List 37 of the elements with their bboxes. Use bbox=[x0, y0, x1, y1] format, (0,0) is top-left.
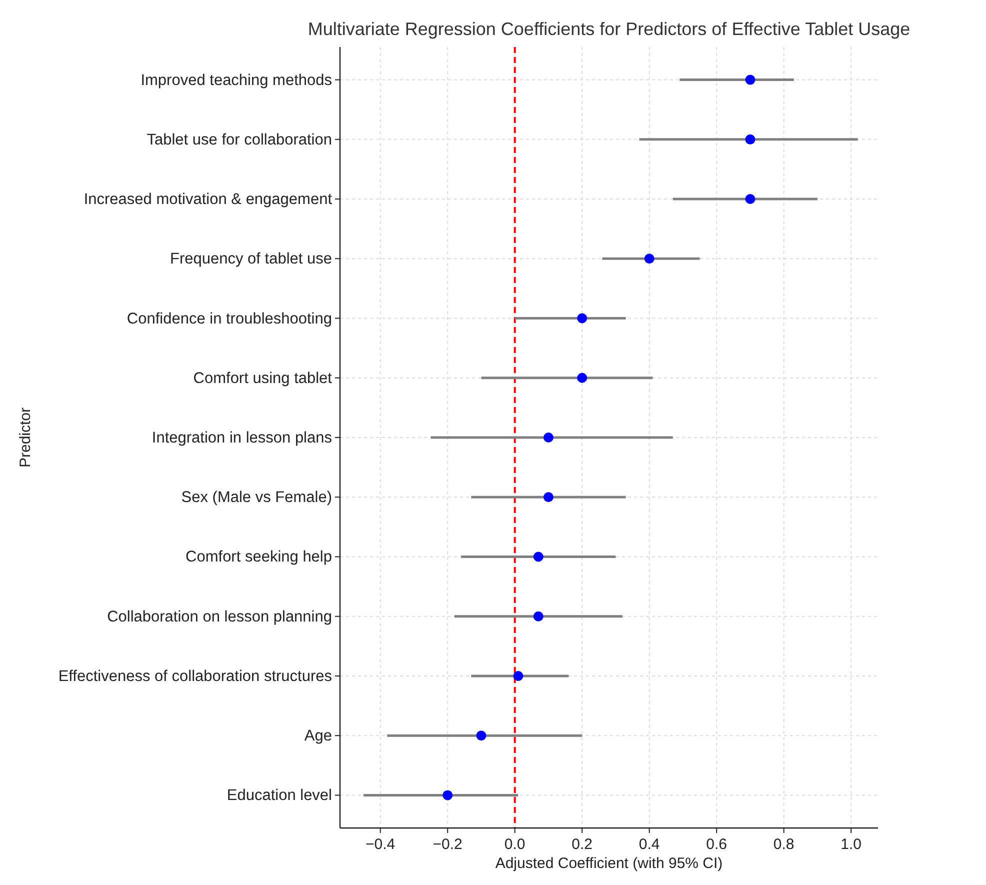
point bbox=[476, 730, 486, 741]
chart-title: Multivariate Regression Coefficients for Predictors of Effective Tablet Usage bbox=[308, 19, 910, 39]
x-tick-label: 0.0 bbox=[504, 836, 526, 853]
x-tick-label: 0.6 bbox=[706, 836, 728, 853]
y-tick-label: Education level bbox=[226, 787, 332, 804]
point bbox=[745, 194, 756, 204]
point bbox=[577, 313, 588, 324]
point bbox=[533, 552, 544, 562]
y-tick-label: Collaboration on lesson planning bbox=[107, 608, 332, 626]
point bbox=[543, 492, 554, 502]
y-tick-label: Confidence in troubleshooting bbox=[126, 310, 332, 328]
x-tick-label: 0.4 bbox=[638, 836, 660, 853]
y-tick-label: Effectiveness of collaboration structures bbox=[58, 668, 332, 685]
x-axis-title: Adjusted Coefficient (with 95% CI) bbox=[495, 855, 723, 872]
point bbox=[577, 372, 588, 383]
point bbox=[644, 254, 654, 264]
y-tick-label: Tablet use for collaboration bbox=[146, 131, 332, 148]
x-tick-label: 0.2 bbox=[572, 836, 593, 853]
y-tick-label: Increased motivation & engagement bbox=[84, 191, 333, 208]
y-tick-label: Age bbox=[304, 728, 332, 745]
y-tick-label: Integration in lesson plans bbox=[152, 430, 332, 446]
point bbox=[745, 74, 756, 85]
point bbox=[745, 134, 756, 144]
y-tick-label: Frequency of tablet use bbox=[170, 250, 332, 268]
y-tick-label: Improved teaching methods bbox=[140, 72, 332, 89]
point bbox=[442, 790, 453, 800]
y-tick-label: Sex (Male vs Female) bbox=[181, 489, 332, 506]
x-tick-label: −0.4 bbox=[366, 836, 396, 853]
point bbox=[533, 611, 544, 622]
x-tick-label: 1.0 bbox=[840, 836, 862, 853]
point bbox=[543, 432, 554, 442]
point bbox=[513, 670, 524, 681]
y-tick-label: Comfort using tablet bbox=[193, 370, 333, 387]
x-tick-label: −0.2 bbox=[432, 836, 462, 853]
y-axis-title: Predictor bbox=[17, 407, 34, 468]
y-tick-label: Comfort seeking help bbox=[186, 548, 332, 566]
x-tick-label: 0.8 bbox=[773, 836, 794, 853]
